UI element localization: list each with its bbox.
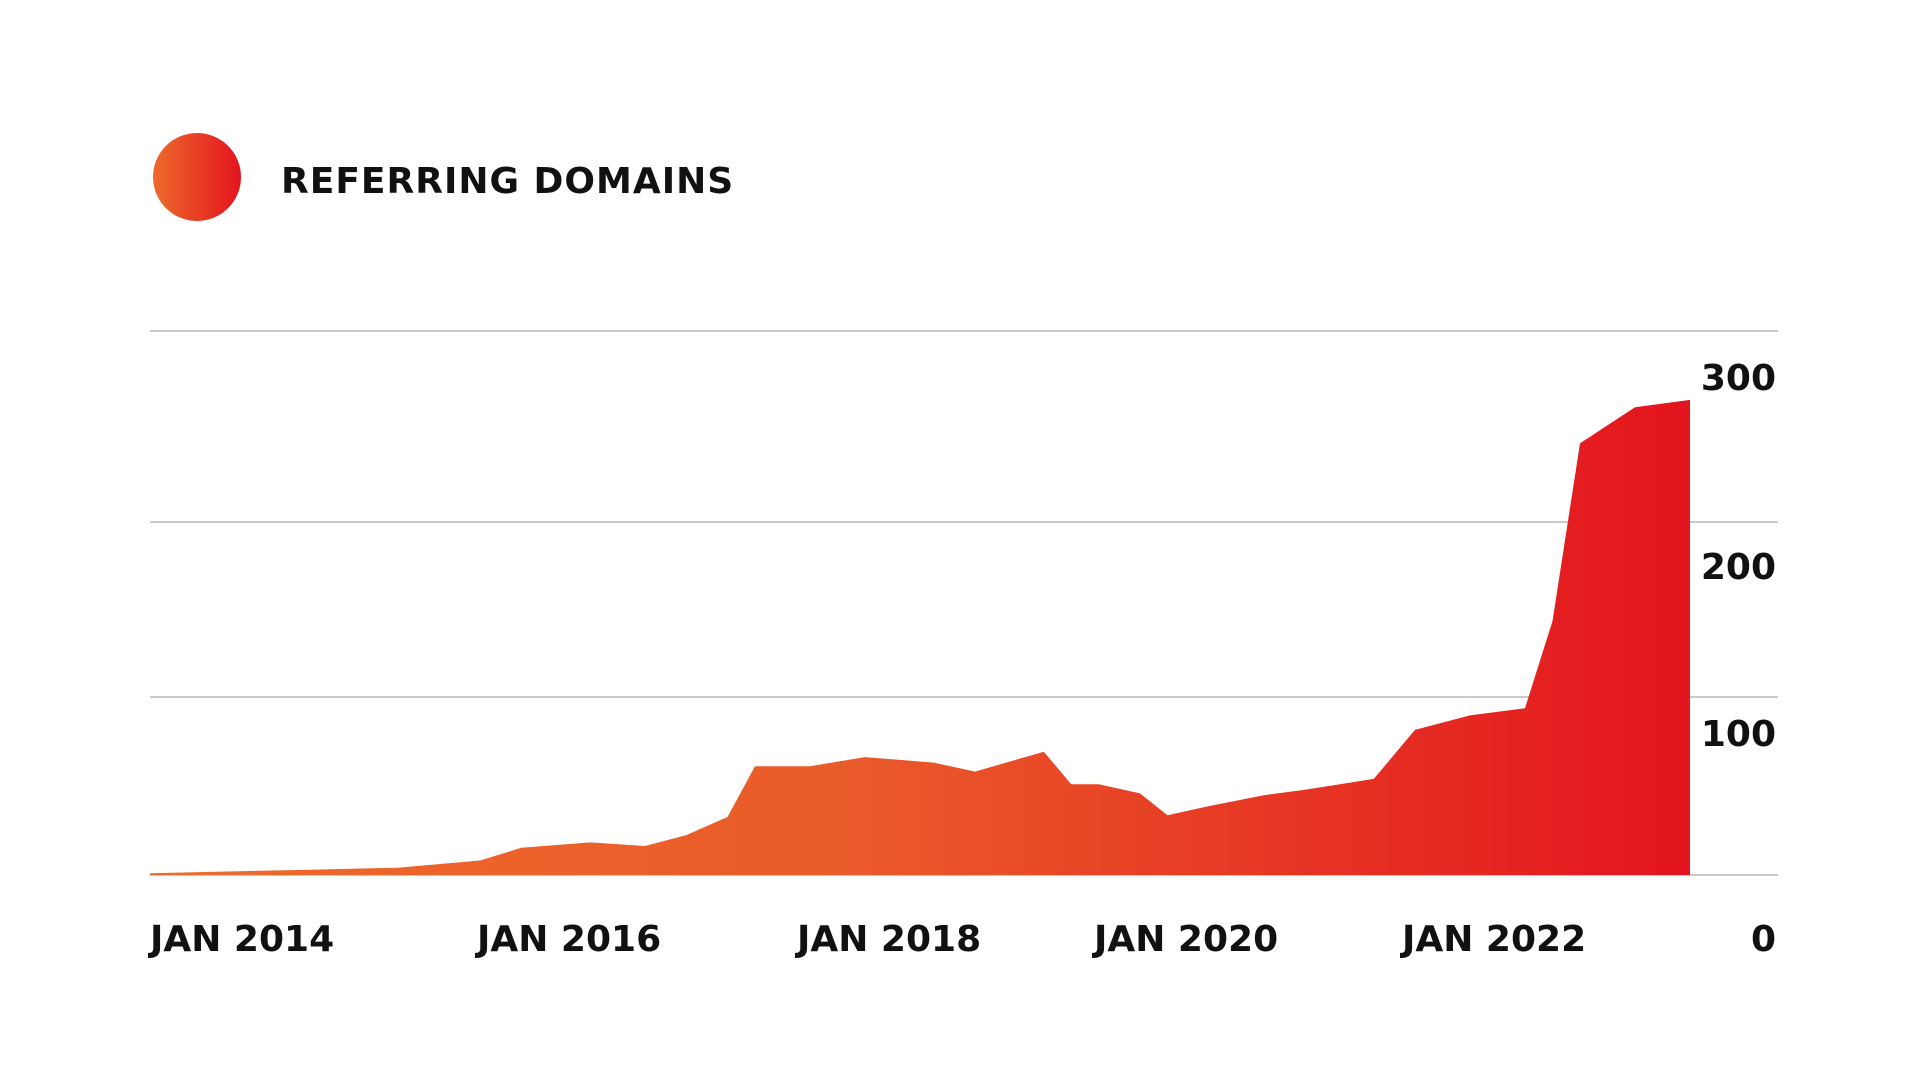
legend: REFERRING DOMAINS (153, 133, 734, 221)
legend-label: REFERRING DOMAINS (281, 161, 734, 202)
legend-marker (153, 133, 241, 221)
y-tick-label: 200 (1701, 547, 1776, 588)
y-tick-label: 0 (1751, 919, 1776, 960)
y-tick-label: 300 (1701, 358, 1776, 399)
x-axis-tick-labels: JAN 2014 JAN 2016 JAN 2018 JAN 2020 JAN 2022 (147, 919, 1586, 960)
series-area-referring-domains (150, 399, 1690, 875)
y-axis-tick-labels: 300 200 100 0 (1701, 358, 1776, 960)
y-tick-label: 100 (1701, 714, 1776, 755)
x-tick-label: JAN 2022 (1399, 919, 1586, 960)
x-tick-label: JAN 2014 (147, 919, 334, 960)
x-tick-label: JAN 2020 (1091, 919, 1278, 960)
x-tick-label: JAN 2016 (474, 919, 661, 960)
x-tick-label: JAN 2018 (794, 919, 981, 960)
